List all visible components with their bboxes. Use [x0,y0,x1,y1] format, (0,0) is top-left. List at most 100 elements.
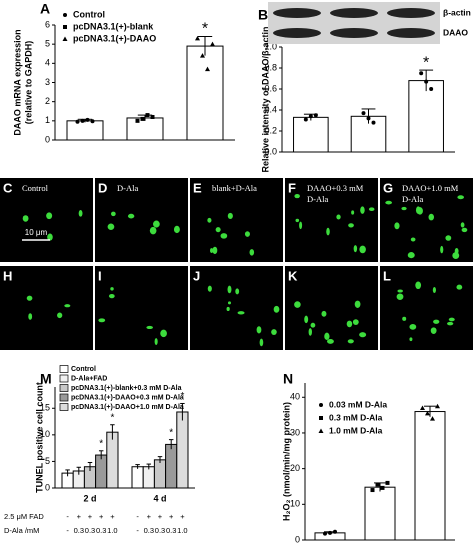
micrograph-caption: Control [22,183,49,193]
y-tick-label: 0.0 [264,146,277,156]
blot-band [273,8,321,18]
cell [368,207,375,212]
blot-band [330,28,378,38]
cell [304,315,309,324]
legend-marker [63,25,67,29]
significance-label: * [180,391,184,402]
blot-band [387,8,435,18]
panel-label: K [288,268,298,283]
micrograph [380,266,473,350]
cell [348,223,354,228]
panel-label: F [288,180,296,195]
cell [153,220,160,228]
cell [396,293,404,300]
cell [107,223,115,231]
x-tick-label: 4 d [153,493,166,503]
cell [445,235,452,241]
cell [448,317,455,322]
y-axis-label: Relative intensity of DAAO/β-actin [260,26,270,172]
cell [237,311,245,315]
cell [227,285,232,294]
legend-label: pcDNA3.1(+)-DAAO+1.0 mM D-Ala [71,404,184,411]
bar [106,431,119,489]
y-tick-label: 0 [45,482,50,492]
blot-label: β-actin [443,7,471,17]
legend-swatch [59,384,69,392]
cell [409,324,417,330]
y-axis-label: DAAO mRNA expression [12,29,22,135]
data-point [424,79,429,84]
bar [66,120,104,141]
micrograph [95,178,188,262]
cell [308,328,312,336]
data-point [370,488,375,493]
cell [428,213,435,221]
data-point [85,117,90,122]
cell [108,294,115,299]
table-cell: - [66,512,69,521]
micrograph [190,178,283,262]
cell [321,310,327,317]
y-tick-label: 0.2 [264,125,277,135]
blot-label: DAAO [443,27,468,37]
cell [454,247,459,255]
data-point [430,416,435,421]
cell [456,284,463,290]
table-cell: + [180,512,185,521]
legend-marker [318,428,324,433]
data-point [135,118,140,123]
cell [249,249,255,256]
micrograph-caption: D-Ala [307,194,328,204]
cell [259,338,264,347]
cell [327,339,334,344]
cell [430,327,437,334]
cell [47,233,53,241]
cell [460,222,465,228]
table-cell: + [169,512,174,521]
cell [273,305,280,313]
cell [64,304,71,308]
cell [22,215,29,222]
data-point [210,41,215,47]
y-tick-label: 40 [290,392,300,402]
micrograph [0,266,93,350]
table-cell: - [66,526,69,535]
y-tick-label: 1.0 [264,41,277,51]
blot-band [273,28,321,38]
cell [346,320,353,328]
micrograph-caption: DAAO+1.0 mM [402,183,459,193]
y-tick-label: 0.8 [264,62,277,72]
table-cell: 0.3 [74,526,84,535]
table-cell: + [99,512,104,521]
micrograph-caption: blank+D-Ala [212,183,257,193]
panel-label: N [283,371,293,387]
legend-marker [319,416,323,420]
bar [126,117,164,141]
cell [402,316,407,321]
cell [359,332,367,338]
cell [310,322,316,328]
data-point [80,118,85,123]
cell [160,329,167,338]
data-point [75,119,80,124]
data-point [425,410,430,416]
blot-band [330,8,378,18]
cell [220,233,228,239]
significance-label: * [202,21,208,38]
cell [457,195,464,200]
panel-label: H [3,268,12,283]
y-tick-label: 0.6 [264,83,277,93]
cell [110,287,114,291]
cell [227,301,231,305]
cell [440,245,444,254]
y-axis-label: TUNEL positive cell count [34,382,44,493]
table-cell: + [158,512,163,521]
data-point [380,485,385,490]
cell [415,281,422,290]
y-tick-label: 10 [40,429,50,439]
legend-marker [319,403,323,407]
cell [360,206,365,214]
significance-label: * [169,427,173,438]
data-point [385,480,390,485]
